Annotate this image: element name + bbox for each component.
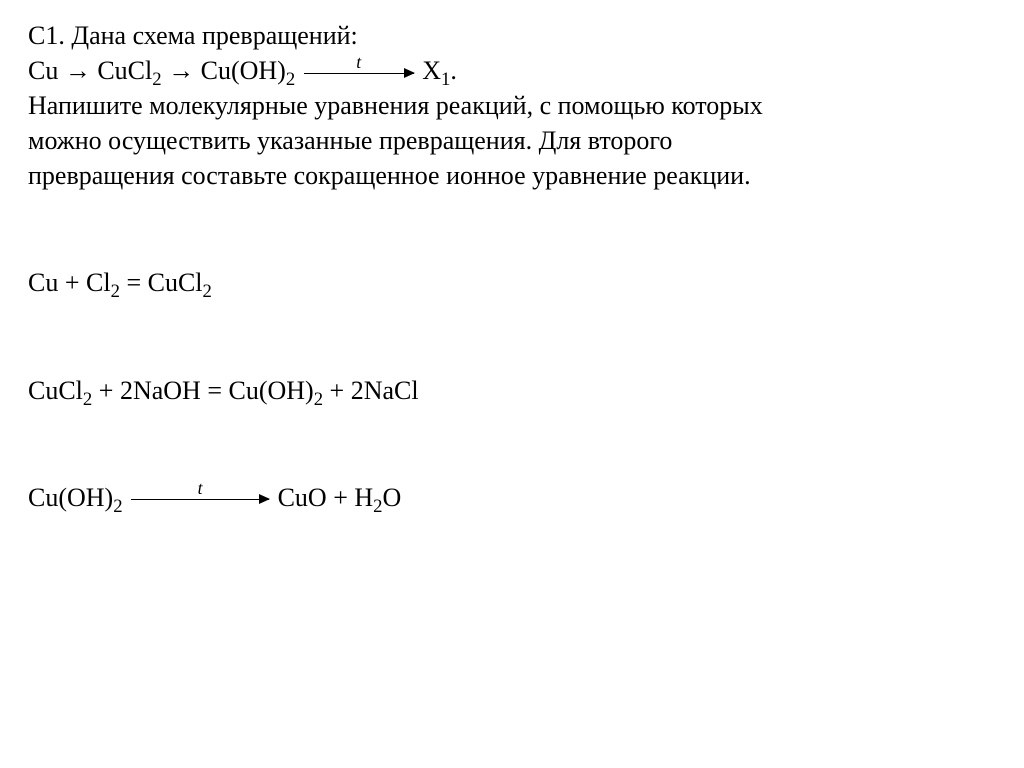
eq2-b: + 2NaOH = Cu(OH) xyxy=(92,376,313,405)
scheme-species-3: Cu(OH) xyxy=(201,56,286,85)
eq3-arrow-label: t xyxy=(198,477,203,501)
eq3-prod1: CuO + H xyxy=(278,483,374,512)
eq1-rhs-sub: 2 xyxy=(203,282,212,303)
equation-2: CuCl2 + 2NaOH = Cu(OH)2 + 2NaCl xyxy=(28,373,996,408)
eq3-a-sub: 2 xyxy=(113,496,122,517)
task-line-3: превращения составьте сокращенное ионное… xyxy=(28,158,996,193)
eq1-rhs: CuCl xyxy=(148,268,203,297)
scheme-species-3-sub: 2 xyxy=(286,69,295,90)
scheme-species-4: X xyxy=(422,56,441,85)
equation-1: Cu + Cl2 = CuCl2 xyxy=(28,265,996,300)
reaction-scheme: Cu → CuCl2 → Cu(OH)2 t X1. xyxy=(28,53,996,88)
eq2-b-sub: 2 xyxy=(314,389,323,410)
eq1-lhs: Cu + Cl xyxy=(28,268,111,297)
scheme-species-2: CuCl xyxy=(97,56,152,85)
scheme-period: . xyxy=(450,56,457,85)
eq1-lhs-sub: 2 xyxy=(111,282,120,303)
eq3-a: Cu(OH) xyxy=(28,483,113,512)
arrow-2: → xyxy=(168,56,194,85)
task-line-2: можно осуществить указанные превращения.… xyxy=(28,123,996,158)
scheme-species-1: Cu xyxy=(28,56,58,85)
arrow-3-heated: t xyxy=(304,73,414,74)
equation-3: Cu(OH)2 t CuO + H2O xyxy=(28,480,996,515)
eq3-arrow-heated: t xyxy=(131,499,269,500)
scheme-species-2-sub: 2 xyxy=(152,69,161,90)
arrow-1: → xyxy=(65,56,91,85)
eq2-a: CuCl xyxy=(28,376,83,405)
scheme-species-4-sub: 1 xyxy=(441,69,450,90)
problem-label: С1. Дана схема превращений: xyxy=(28,18,996,53)
arrow-3-label: t xyxy=(356,51,361,75)
eq2-a-sub: 2 xyxy=(83,389,92,410)
eq3-prod2: O xyxy=(383,483,402,512)
eq3-prod1-sub: 2 xyxy=(373,496,382,517)
eq1-eqsign: = xyxy=(120,268,148,297)
eq2-c: + 2NaCl xyxy=(323,376,419,405)
task-line-1: Напишите молекулярные уравнения реакций,… xyxy=(28,88,996,123)
